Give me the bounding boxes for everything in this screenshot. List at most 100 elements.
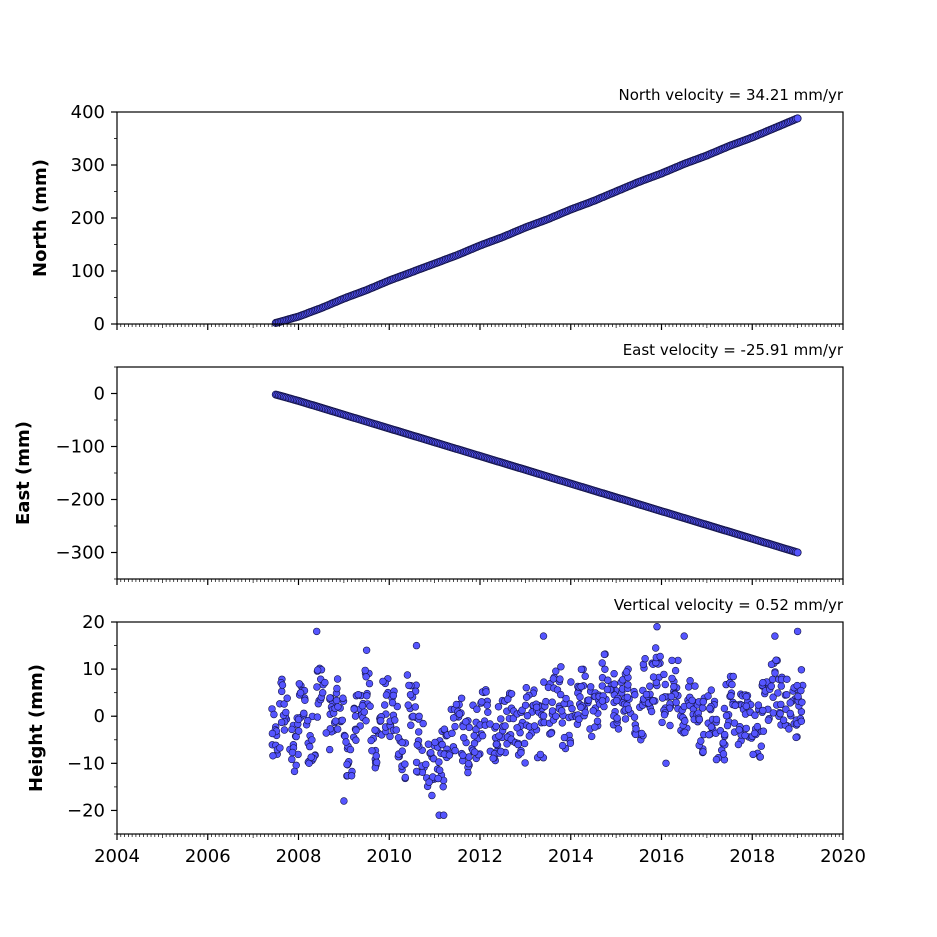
data-point (753, 722, 762, 731)
data-point (776, 709, 784, 718)
data-point (794, 692, 802, 701)
data-point (589, 707, 597, 715)
y-tick-label: −300 (56, 543, 105, 564)
north-points (271, 114, 802, 327)
data-point (478, 731, 487, 740)
data-point (340, 797, 348, 805)
data-point (601, 665, 609, 673)
data-point (278, 681, 287, 689)
data-point (792, 733, 800, 742)
data-point (667, 692, 676, 701)
data-point (439, 783, 447, 791)
data-point (759, 706, 767, 715)
data-point (268, 729, 277, 738)
data-point (346, 745, 355, 754)
data-point (457, 694, 466, 702)
east-xticks (116, 579, 844, 585)
data-point (767, 660, 776, 669)
data-point (532, 703, 541, 711)
data-point (658, 718, 666, 727)
y-tick-label: 0 (94, 384, 105, 405)
data-point (651, 644, 660, 652)
data-point (567, 678, 575, 686)
data-point (438, 740, 446, 749)
y-tick-label: 10 (82, 659, 105, 680)
data-point (424, 740, 433, 748)
data-point (750, 729, 759, 738)
data-point (495, 732, 503, 740)
data-point (455, 710, 464, 718)
data-point (277, 718, 286, 727)
data-point (269, 752, 277, 760)
data-point (449, 714, 458, 722)
data-point (598, 682, 606, 690)
data-point (492, 722, 500, 731)
x-tick-label: 2018 (729, 846, 775, 867)
data-point (539, 632, 548, 640)
data-point (280, 726, 289, 734)
data-point (712, 755, 721, 764)
data-point (586, 683, 595, 691)
data-point (658, 694, 667, 702)
data-point (514, 740, 522, 749)
data-point (552, 712, 560, 720)
x-tick-label: 2020 (820, 846, 866, 867)
data-point (772, 656, 780, 664)
data-point (783, 675, 791, 683)
data-point (562, 694, 570, 703)
data-point (354, 690, 362, 699)
data-point (366, 702, 374, 710)
y-tick-label: −100 (56, 437, 105, 458)
data-point (782, 690, 791, 699)
data-point (464, 768, 472, 777)
data-point (523, 711, 532, 720)
data-point (371, 726, 379, 734)
data-point (411, 687, 420, 695)
data-point (681, 717, 689, 725)
data-point (361, 666, 369, 675)
data-point (351, 712, 360, 720)
data-point (727, 692, 735, 700)
data-point (403, 671, 412, 679)
data-point (522, 693, 531, 701)
data-point (539, 712, 548, 720)
north-title: North velocity = 34.21 mm/yr (619, 86, 844, 104)
data-point (440, 725, 449, 733)
data-point (326, 694, 334, 702)
data-point (377, 716, 385, 725)
data-point (767, 682, 775, 690)
data-point (730, 719, 739, 727)
data-point (735, 726, 743, 734)
data-point (742, 724, 750, 733)
data-point (729, 672, 737, 681)
data-point (548, 698, 556, 706)
data-point (637, 729, 646, 738)
data-point (451, 746, 459, 755)
y-tick-label: 400 (71, 102, 105, 123)
data-point (407, 721, 415, 729)
data-point (504, 695, 512, 703)
north-xticks (116, 324, 844, 330)
height-yticks: 20 10 0 −10 −20 (67, 612, 117, 835)
data-point (393, 702, 401, 711)
data-point (295, 727, 303, 735)
data-point (680, 632, 688, 640)
data-point (556, 675, 564, 683)
data-point (771, 669, 779, 677)
data-point (793, 114, 802, 123)
data-point (471, 748, 479, 756)
data-point (435, 758, 443, 766)
data-point (306, 742, 314, 751)
x-tick-label: 2012 (457, 846, 503, 867)
data-point (288, 755, 296, 764)
data-point (566, 739, 575, 747)
data-point (288, 725, 296, 734)
data-point (445, 751, 454, 759)
data-point (622, 668, 631, 676)
data-point (521, 701, 530, 709)
data-point (741, 731, 749, 740)
data-point (517, 749, 525, 757)
data-point (672, 698, 680, 707)
data-point (522, 683, 530, 692)
